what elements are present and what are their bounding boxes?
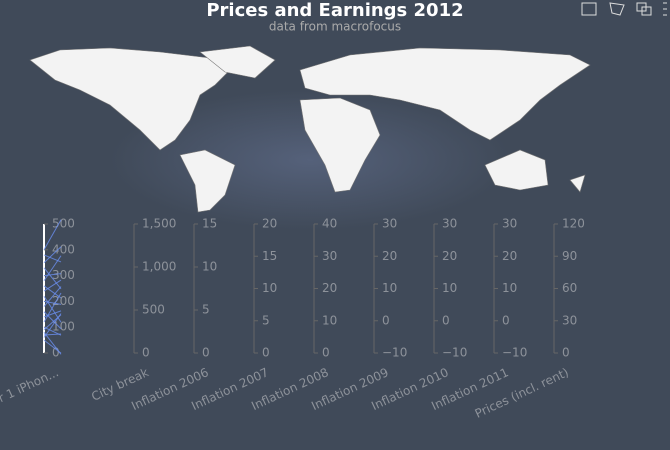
y-tick-label: 0: [52, 346, 60, 360]
y-tick-label: 10: [322, 313, 337, 327]
australia: [484, 149, 549, 191]
y-tick-label: 1,000: [142, 260, 176, 274]
tool-clear[interactable]: [663, 2, 667, 16]
y-tick-label: 20: [442, 249, 457, 263]
y-tick-label: 5: [202, 303, 210, 317]
data-line: [43, 300, 62, 305]
data-line: [43, 219, 62, 251]
y-tick-label: 20: [322, 281, 337, 295]
y-tick-label: 0: [562, 346, 570, 360]
y-tick-label: 20: [262, 217, 277, 231]
north-america: [29, 47, 231, 151]
y-tick-label: 20: [382, 249, 397, 263]
y-tick-label: 0: [442, 313, 450, 327]
eurasia: [299, 47, 591, 141]
data-line: [43, 246, 62, 264]
y-tick-label: 40: [322, 217, 337, 231]
y-tick-label: 10: [442, 281, 457, 295]
data-line: [43, 310, 62, 318]
y-tick-label: 10: [202, 260, 217, 274]
y-tick-label: 200: [52, 294, 75, 308]
y-tick-label: −10: [382, 346, 407, 360]
greenland: [199, 45, 276, 79]
tool-rect-select[interactable]: [581, 2, 597, 16]
y-tick-label: 0: [322, 346, 330, 360]
toolbox[interactable]: [581, 2, 667, 16]
data-line: [43, 285, 62, 299]
data-line: [43, 311, 62, 330]
y-tick-label: 500: [52, 217, 75, 231]
y-tick-label: 10: [502, 281, 517, 295]
y-tick-label: 0: [142, 346, 150, 360]
africa: [299, 97, 381, 193]
data-line: [43, 279, 62, 292]
south-america: [179, 149, 236, 213]
y-tick-label: −10: [442, 346, 467, 360]
y-tick-label: 0: [262, 346, 270, 360]
y-tick-label: 90: [562, 249, 577, 263]
y-tick-label: 30: [442, 217, 457, 231]
y-tick-label: 30: [502, 217, 517, 231]
data-line: [43, 273, 62, 277]
y-tick-label: 500: [142, 303, 165, 317]
y-tick-label: 0: [202, 346, 210, 360]
y-tick-label: 20: [502, 249, 517, 263]
y-tick-label: 15: [202, 217, 217, 231]
y-tick-label: 60: [562, 281, 577, 295]
y-tick-label: −10: [502, 346, 527, 360]
y-tick-label: 30: [322, 249, 337, 263]
y-tick-label: 0: [502, 313, 510, 327]
chart-title: Prices and Earnings 2012: [206, 0, 463, 21]
y-tick-label: 15: [262, 249, 277, 263]
y-tick-label: 5: [262, 313, 270, 327]
data-line: [43, 333, 62, 336]
y-tick-label: 120: [562, 217, 585, 231]
y-tick-label: 30: [562, 313, 577, 327]
y-tick-label: 10: [382, 281, 397, 295]
data-line: [43, 313, 62, 338]
tool-polygon-select[interactable]: [609, 2, 625, 16]
y-tick-label: 0: [382, 313, 390, 327]
y-tick-label: 30: [382, 217, 397, 231]
y-tick-label: 100: [52, 320, 75, 334]
data-line: [43, 255, 62, 282]
data-line: [43, 286, 62, 307]
y-tick-label: 400: [52, 242, 75, 256]
y-tick-label: 1,500: [142, 217, 176, 231]
world-map: [29, 45, 591, 213]
y-tick-label: 10: [262, 281, 277, 295]
data-line: [43, 267, 62, 290]
chart-subtitle: data from macrofocus: [269, 20, 401, 34]
data-line: [43, 292, 62, 323]
y-tick-label: 300: [52, 268, 75, 282]
new-zealand: [569, 174, 586, 193]
tool-keep-2[interactable]: [641, 6, 652, 16]
data-line: [43, 339, 62, 354]
